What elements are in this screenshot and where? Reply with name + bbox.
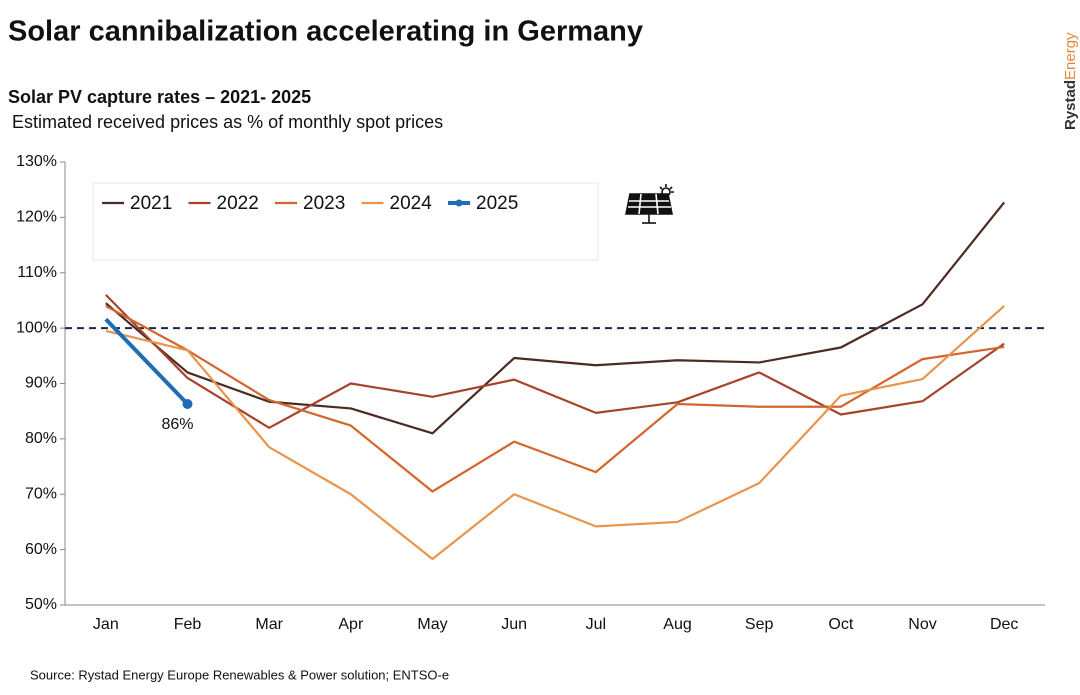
- chart-title: Solar cannibalization accelerating in Ge…: [8, 16, 643, 48]
- legend-label: 2023: [303, 193, 345, 214]
- series-line: [105, 305, 1005, 561]
- legend-label: 2024: [390, 193, 433, 214]
- series-line: [105, 294, 1005, 429]
- chart-description: Estimated received prices as % of monthl…: [12, 112, 443, 132]
- y-tick-label: 110%: [17, 264, 57, 281]
- legend-marker: [455, 199, 463, 207]
- solar-panel-icon: [625, 184, 674, 224]
- y-tick-label: 70%: [25, 485, 57, 502]
- source-note: Source: Rystad Energy Europe Renewables …: [30, 667, 449, 682]
- x-tick-label: Dec: [990, 616, 1018, 633]
- legend-label: 2021: [130, 193, 172, 214]
- y-tick-label: 120%: [16, 209, 57, 226]
- x-tick-label: Feb: [174, 616, 202, 633]
- legend-label: 2022: [217, 193, 259, 214]
- x-tick-label: Nov: [908, 616, 936, 633]
- series-line: [105, 305, 1005, 493]
- y-tick-label: 80%: [25, 430, 57, 447]
- y-tick-label: 130%: [16, 153, 57, 170]
- y-tick-label: 50%: [25, 596, 57, 613]
- series-marker: [182, 398, 193, 409]
- y-tick-label: 90%: [25, 375, 57, 392]
- x-tick-label: Jun: [501, 616, 527, 633]
- legend-box: [92, 182, 599, 261]
- data-label: 86%: [161, 416, 193, 433]
- x-tick-label: Jul: [586, 616, 606, 633]
- brand-part: Energy: [1062, 32, 1079, 80]
- x-tick-label: Jan: [93, 616, 119, 633]
- x-tick-label: Apr: [338, 616, 364, 633]
- series-line: [105, 201, 1006, 435]
- y-tick-label: 100%: [16, 319, 57, 336]
- series-line: [104, 317, 189, 406]
- x-tick-label: Oct: [828, 616, 853, 633]
- x-tick-label: Sep: [745, 616, 774, 633]
- legend-label: 2025: [476, 193, 518, 214]
- brand-part: Rystad: [1062, 80, 1079, 130]
- y-tick-label: 60%: [25, 541, 57, 558]
- chart-subtitle: Solar PV capture rates – 2021- 2025: [8, 87, 311, 107]
- x-tick-label: Mar: [255, 616, 283, 633]
- brand: RystadEnergy: [1062, 32, 1079, 130]
- x-tick-label: May: [417, 616, 447, 633]
- x-tick-label: Aug: [663, 616, 691, 633]
